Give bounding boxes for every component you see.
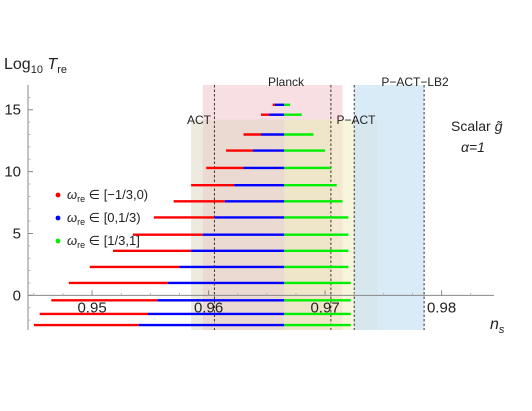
legend-swatch-1	[55, 215, 61, 221]
band-boundary-lines	[213, 85, 425, 330]
legend-label-0: ωre ∈ [−1/3,0)	[67, 187, 148, 204]
x-axis-title: ns	[490, 316, 505, 336]
legend: ωre ∈ [−1/3,0) ωre ∈ [0,1/3) ωre ∈ [1/3,1]	[55, 187, 148, 250]
series-lines	[33, 103, 351, 327]
band-label-2: P−ACT	[336, 113, 376, 127]
legend-label-1: ωre ∈ [0,1/3)	[67, 210, 141, 227]
confidence-bands	[191, 85, 425, 331]
axes	[27, 85, 494, 330]
tick-labels: 0.95 0.96 0.97 0.98 0 5 10 15	[4, 102, 456, 317]
y-tick-label-3: 15	[4, 102, 21, 119]
x-tick-label-3: 0.98	[427, 299, 456, 316]
band-labels: Planck ACT P−ACT P−ACT−LB2	[187, 75, 449, 127]
y-tick-label-1: 5	[13, 225, 21, 242]
x-tick-label-1: 0.96	[194, 299, 223, 316]
y-tick-label-2: 10	[4, 164, 21, 181]
y-axis-title: Log10 Tre	[4, 56, 67, 76]
band-label-3: P−ACT−LB2	[381, 75, 449, 89]
band-label-1: ACT	[187, 113, 212, 127]
legend-label-2: ωre ∈ [1/3,1]	[67, 233, 140, 250]
band-label-0: Planck	[268, 75, 305, 89]
x-tick-label-2: 0.97	[310, 299, 339, 316]
annotation-scalar: Scalar g̃	[451, 118, 503, 134]
band-3	[354, 85, 425, 330]
legend-swatch-2	[55, 238, 61, 244]
x-tick-label-0: 0.95	[77, 299, 106, 316]
legend-swatch-0	[55, 192, 61, 198]
y-tick-label-0: 0	[13, 287, 21, 304]
annotation-alpha: α=1	[461, 139, 485, 155]
